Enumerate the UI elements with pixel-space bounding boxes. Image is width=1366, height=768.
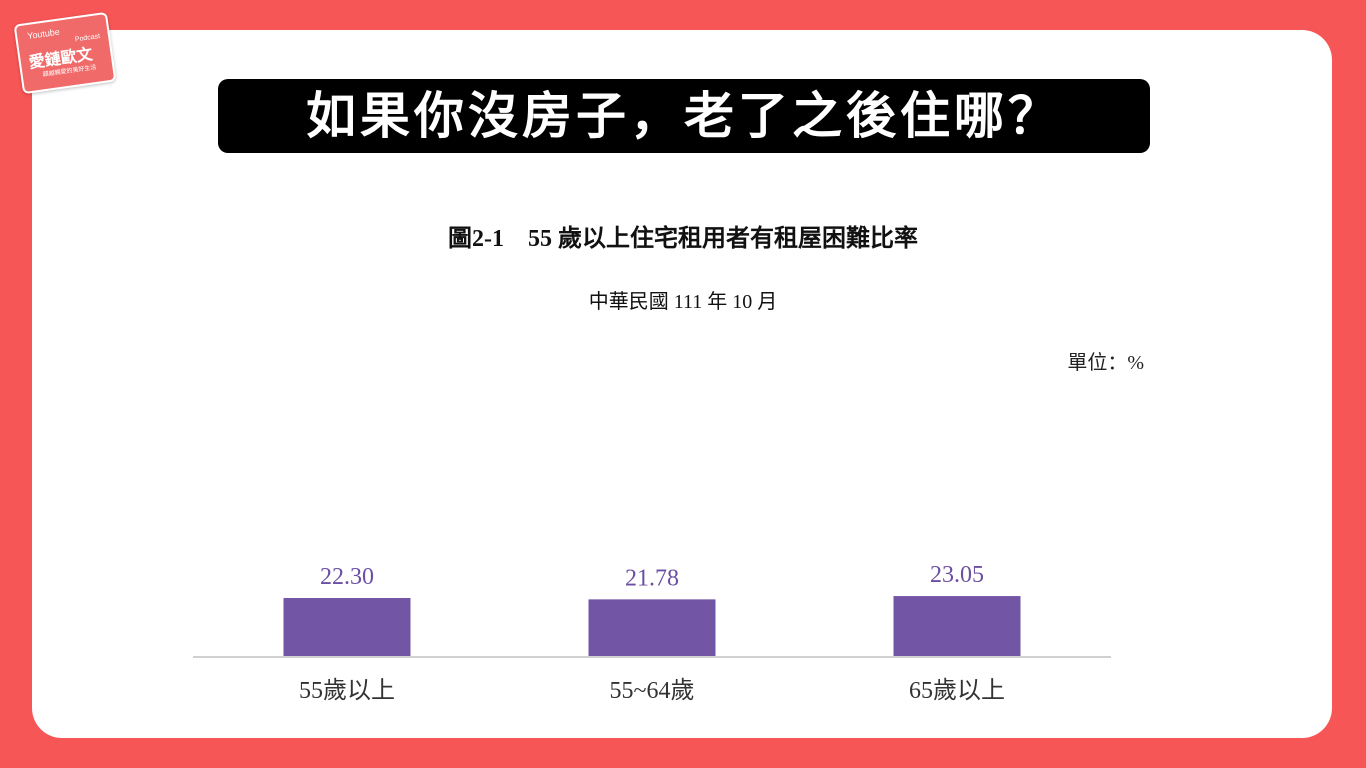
bar-2	[588, 599, 716, 656]
category-label: 55歲以上	[299, 677, 395, 704]
page-title-banner: 如果你沒房子，老了之後住哪？	[218, 79, 1150, 153]
bar-value-label: 21.78	[625, 565, 679, 591]
chart-subtitle: 中華民國 111 年 10 月	[588, 291, 778, 313]
bar-1	[283, 598, 411, 656]
category-label: 65歲以上	[909, 677, 1005, 704]
category-label: 55~64歲	[610, 677, 695, 704]
bar-value-label: 23.05	[930, 562, 984, 588]
chart-title: 圖2-1 55 歲以上住宅租用者有租屋困難比率	[448, 226, 918, 252]
bar-value-label: 22.30	[320, 564, 374, 590]
bar-3	[893, 596, 1021, 656]
chart-unit-label: 單位：%	[1067, 352, 1144, 374]
